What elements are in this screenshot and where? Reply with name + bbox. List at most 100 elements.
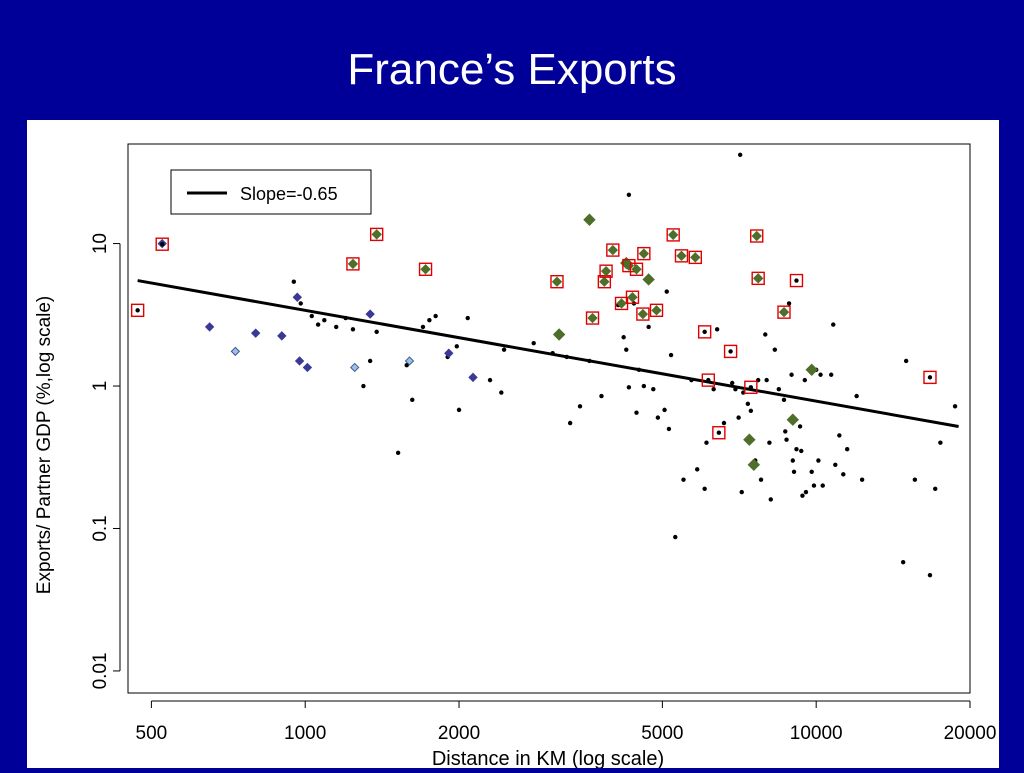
data-point-black-dot (748, 408, 754, 414)
scatter-chart: 500 1000 2000 5000 10000 20000 0.01 0.1 1 10 Slop… (34, 143, 997, 770)
data-point-dark-blue-diamond (294, 356, 305, 366)
data-point-black-dot (626, 385, 632, 390)
data-point-red-box (701, 373, 715, 387)
data-point-black-dot (786, 301, 792, 306)
data-point-black-dot (343, 315, 348, 321)
data-point-red-box (674, 249, 689, 263)
y-tick-label: 0.01 (90, 652, 111, 689)
data-point-black-dot (800, 493, 805, 498)
data-point-black-dot (802, 377, 807, 383)
data-point-black-dot (681, 477, 686, 482)
data-point-black-dot (367, 358, 373, 364)
x-tick-label: 500 (136, 723, 168, 744)
data-point-black-dot (655, 415, 661, 420)
data-point-black-dot (465, 315, 470, 321)
data-point-red-box (649, 303, 664, 318)
data-point-green-diamond (651, 305, 662, 316)
data-point-green-diamond (631, 264, 642, 275)
data-point-black-dot (809, 469, 814, 474)
data-point-black-dot (315, 322, 321, 327)
data-point-dark-blue-diamond (468, 372, 478, 383)
x-tick-label: 10000 (790, 723, 843, 744)
data-point-red-box (597, 274, 612, 289)
data-point-black-dot (730, 380, 735, 386)
data-point-black-dot (912, 477, 918, 482)
data-point-black-dot (844, 447, 850, 452)
data-point-light-blue-diamond (230, 346, 241, 357)
data-point-dark-blue-diamond (292, 292, 303, 302)
data-point-dark-blue-diamond (250, 328, 261, 338)
data-point-black-dot (550, 350, 555, 356)
data-point-light-blue-diamond (350, 362, 360, 373)
data-point-black-dot (567, 420, 573, 426)
data-point-black-dot (531, 340, 536, 346)
x-axis-label: Distance in KM (log scale) (432, 748, 664, 768)
data-point-black-dot (737, 152, 743, 157)
data-point-black-dot (758, 477, 764, 482)
data-point-black-dot (828, 372, 834, 377)
data-point-green-diamond (642, 273, 655, 286)
data-point-red-box (688, 250, 702, 265)
data-point-red-box (585, 311, 600, 325)
data-point-black-dot (952, 404, 958, 409)
data-point-green-diamond (751, 230, 762, 242)
data-point-red-box (155, 237, 169, 251)
data-point-black-dot (767, 440, 772, 445)
data-point-red-box (777, 305, 791, 319)
data-point-dark-blue-diamond (277, 331, 287, 341)
data-point-black-dot (433, 313, 438, 319)
data-point-black-dot (791, 469, 797, 474)
data-point-dark-blue-diamond (365, 309, 375, 319)
data-point-red-box (751, 271, 765, 286)
data-point-black-dot (454, 344, 459, 349)
data-point-black-dot (587, 358, 592, 364)
data-point-black-dot (837, 433, 842, 438)
data-point-black-dot (833, 462, 838, 467)
data-point-black-dot (322, 317, 327, 323)
data-point-red-box (712, 426, 726, 440)
data-point-black-dot (350, 327, 356, 332)
data-point-green-diamond (743, 433, 756, 446)
data-point-black-dot (764, 377, 769, 383)
data-point-red-box (369, 227, 384, 242)
data-point-black-dot (626, 192, 632, 197)
data-point-black-dot (634, 410, 639, 415)
data-point-red-box (625, 290, 640, 304)
fit-line (137, 279, 959, 428)
data-point-black-dot (784, 437, 789, 442)
data-point-black-dot (668, 352, 674, 358)
data-point-black-dot (160, 241, 165, 247)
data-point-green-diamond (552, 328, 566, 341)
data-point-black-dot (673, 534, 678, 540)
legend: Slope=-0.65 (170, 169, 372, 215)
data-point-red-box (789, 273, 804, 288)
data-point-green-diamond (752, 273, 764, 284)
data-point-red-box (750, 229, 764, 243)
data-point-green-diamond (637, 308, 649, 320)
data-point-green-diamond (638, 248, 650, 259)
y-tick-label: 1 (90, 381, 111, 392)
data-point-red-box (923, 370, 937, 385)
data-point-green-diamond (676, 250, 687, 262)
data-point-black-dot (745, 401, 751, 407)
data-point-black-dot (900, 559, 906, 565)
data-point-green-diamond (347, 258, 359, 270)
data-point-red-box (744, 380, 758, 394)
data-point-green-diamond (667, 229, 679, 241)
data-point-black-dot (859, 477, 865, 482)
data-point-dark-blue-diamond (444, 348, 454, 358)
data-point-black-dot (646, 324, 651, 330)
data-point-green-diamond (778, 306, 790, 318)
data-point-black-dot (776, 386, 782, 392)
data-point-black-dot (410, 397, 415, 403)
data-point-red-box (418, 262, 433, 276)
data-point-red-box (723, 344, 738, 359)
data-point-black-dot (927, 572, 933, 578)
x-tick-label: 20000 (944, 723, 997, 744)
data-point-black-dot (291, 279, 297, 284)
data-point-black-dot (666, 426, 672, 432)
data-point-black-dot (564, 354, 569, 360)
plot-frame (127, 143, 971, 694)
data-point-black-dot (702, 329, 707, 335)
data-point-black-dot (334, 324, 339, 330)
